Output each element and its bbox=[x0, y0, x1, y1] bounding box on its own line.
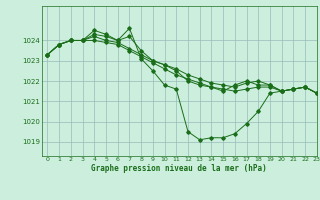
X-axis label: Graphe pression niveau de la mer (hPa): Graphe pression niveau de la mer (hPa) bbox=[91, 164, 267, 173]
